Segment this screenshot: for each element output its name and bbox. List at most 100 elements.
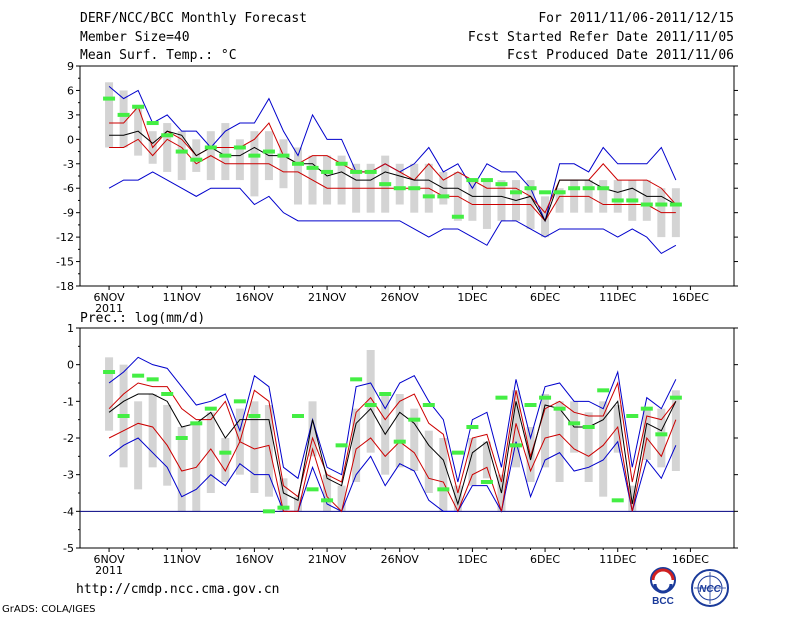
observed-marker [393, 186, 406, 191]
spread-bar [410, 408, 419, 471]
spread-bar [323, 474, 332, 512]
observed-marker [553, 190, 566, 195]
observed-marker [640, 406, 653, 411]
observed-marker [655, 432, 668, 437]
y-tick-label: 3 [67, 109, 74, 122]
spread-bar [177, 131, 186, 181]
observed-marker [248, 153, 261, 158]
x-tick-label: 6NOV [93, 553, 125, 566]
spread-bar [250, 401, 259, 493]
observed-marker [146, 377, 159, 382]
observed-marker [364, 169, 377, 174]
observed-marker [524, 403, 537, 407]
observed-marker [117, 414, 130, 418]
x-tick-label: 11NOV [163, 553, 202, 566]
observed-marker [292, 414, 304, 418]
observed-marker [233, 145, 246, 150]
observed-marker [582, 186, 595, 191]
observed-marker [321, 498, 334, 503]
observed-marker [248, 414, 261, 418]
observed-marker [321, 169, 334, 174]
observed-marker [422, 194, 435, 199]
observed-marker [161, 392, 174, 396]
y-tick-label: 0 [67, 359, 74, 372]
spread-bar [294, 147, 302, 205]
x-tick-label: 21NOV [308, 291, 347, 304]
observed-marker [626, 198, 639, 203]
y-tick-label: 0 [67, 133, 74, 146]
spread-bar [308, 401, 317, 457]
observed-marker [480, 480, 493, 484]
observed-marker [146, 121, 159, 126]
observed-marker [306, 487, 319, 492]
observed-marker [292, 161, 304, 166]
spread-bar [206, 412, 215, 493]
lower-line [108, 419, 677, 513]
spread-bar [323, 155, 332, 205]
x-tick-label: 1DEC [457, 291, 487, 304]
max-line [108, 356, 677, 483]
spread-bar [584, 412, 593, 482]
x-tick-label: 16NOV [235, 291, 274, 304]
spread-bar [613, 180, 622, 213]
observed-marker [597, 186, 610, 191]
observed-marker [350, 169, 363, 174]
x-tick-label: 11DEC [599, 291, 636, 304]
observed-marker [408, 186, 421, 191]
spread-bar [294, 496, 302, 512]
observed-marker [219, 450, 232, 455]
observed-marker [510, 190, 522, 195]
observed-marker [190, 157, 203, 162]
lower-line [109, 138, 676, 222]
y-tick-label: -6 [63, 182, 74, 195]
spread-bar [468, 180, 477, 221]
spread-bar [642, 180, 651, 221]
observed-marker [524, 186, 537, 191]
spread-bar [177, 427, 186, 512]
y-tick-label: -3 [63, 158, 74, 171]
x-tick-label: 6NOV [93, 291, 125, 304]
spread-bar [221, 123, 230, 181]
x-tick-label: 6DEC [530, 553, 560, 566]
ncc-logo: NCC [691, 569, 729, 607]
spread-bar [642, 408, 651, 460]
upper-line [108, 381, 677, 498]
median-line [108, 393, 677, 506]
observed-marker [277, 505, 290, 510]
spread-bar [366, 350, 375, 453]
source-url[interactable]: http://cmdp.ncc.cma.gov.cn [76, 582, 280, 597]
observed-marker [495, 182, 508, 187]
x-tick-label: 16DEC [672, 553, 709, 566]
spread-bar [541, 196, 550, 238]
refer-date-label: Fcst Started Refer Date 2011/11/05 [467, 30, 734, 45]
grads-credit: GrADS: COLA/IGES [2, 604, 96, 615]
y-tick-label: -3 [63, 469, 74, 482]
variable-label: Mean Surf. Temp.: °C [80, 48, 237, 63]
y-tick-label: -4 [63, 505, 74, 518]
observed-marker [655, 202, 668, 207]
y-tick-label: -12 [56, 231, 74, 244]
observed-marker [451, 214, 464, 219]
observed-marker [306, 165, 319, 170]
observed-marker [379, 392, 392, 396]
min-line [108, 171, 677, 255]
y-tick-label: -15 [56, 256, 74, 269]
observed-marker [117, 112, 130, 117]
member-size-label: Member Size=40 [80, 30, 190, 45]
observed-marker [539, 395, 552, 400]
observed-marker [510, 443, 522, 448]
observed-marker [277, 153, 290, 158]
spread-bar [424, 430, 433, 493]
x-tick-label: 16DEC [672, 291, 709, 304]
y-tick-label: -18 [56, 280, 74, 293]
spread-bar [453, 485, 462, 512]
x-tick-label: 21NOV [308, 553, 347, 566]
spread-bar [264, 405, 273, 497]
spread-bar [337, 155, 346, 205]
spread-bar [105, 357, 114, 431]
observed-marker [175, 149, 188, 154]
spread-bar [221, 438, 230, 482]
observed-marker [611, 498, 624, 503]
observed-marker [422, 403, 435, 407]
y-tick-label: -5 [63, 542, 74, 555]
